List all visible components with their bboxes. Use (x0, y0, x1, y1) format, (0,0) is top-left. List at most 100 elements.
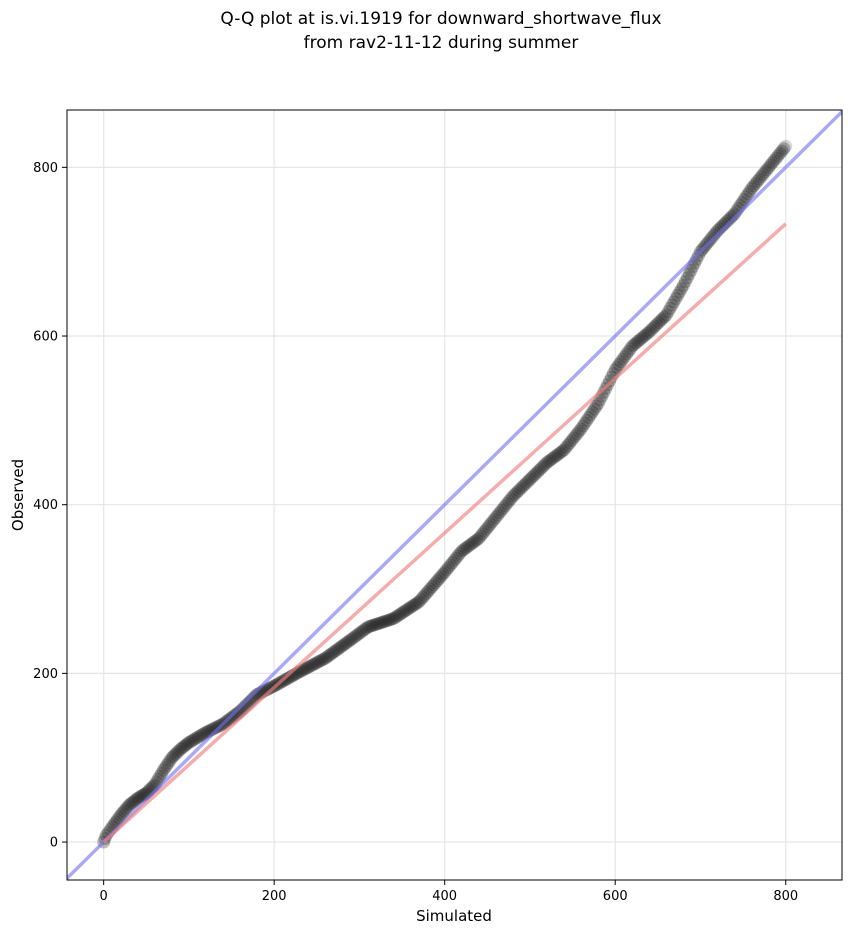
qq-point (504, 492, 518, 506)
qq-point (551, 447, 565, 461)
qq-point (555, 444, 569, 458)
qq-point (532, 463, 546, 477)
qq-point (525, 471, 539, 485)
qq-point (418, 588, 432, 602)
qq-point (762, 160, 776, 174)
qq-point (745, 181, 759, 195)
qq-point (648, 319, 662, 333)
qq-point (208, 721, 222, 735)
qq-point (567, 431, 581, 445)
qq-point (348, 630, 362, 644)
qq-point (447, 553, 461, 567)
qq-point (359, 621, 373, 635)
qq-point (131, 791, 145, 805)
qq-point (298, 662, 312, 676)
qq-point (188, 732, 202, 746)
qq-point (451, 549, 465, 563)
reference-lines (67, 110, 842, 880)
qq-point (387, 612, 401, 626)
qq-point (678, 275, 692, 289)
qq-point (377, 615, 391, 629)
qq-point (338, 637, 352, 651)
qq-point (355, 624, 369, 638)
qq-point (408, 597, 422, 611)
qq-point (669, 292, 683, 306)
qq-point (750, 174, 764, 188)
qq-point (357, 623, 371, 637)
qq-point (129, 793, 143, 807)
qq-point (673, 285, 687, 299)
qq-point (372, 616, 386, 630)
qq-point (508, 487, 522, 501)
qq-point (665, 298, 679, 312)
qq-point (170, 746, 184, 760)
qq-point (684, 263, 698, 277)
qq-point (563, 436, 577, 450)
qq-point (302, 660, 316, 674)
qq-point (317, 652, 331, 666)
qq-point (396, 606, 410, 620)
qq-point (487, 513, 501, 527)
qq-point (158, 761, 172, 775)
qq-point (432, 571, 446, 585)
qq-point (392, 608, 406, 622)
qq-point (132, 790, 146, 804)
qq-point (122, 798, 136, 812)
qq-point (779, 139, 793, 153)
qq-point (421, 584, 435, 598)
qq-point (383, 613, 397, 627)
qq-point (572, 424, 586, 438)
qq-point (263, 681, 277, 695)
qq-point (741, 187, 755, 201)
qq-point (459, 541, 473, 555)
qq-point (682, 267, 696, 281)
qq-point (752, 172, 766, 186)
qq-point (361, 620, 375, 634)
qq-point (570, 426, 584, 440)
qq-point (506, 489, 520, 503)
qq-point (538, 457, 552, 471)
qq-point (180, 737, 194, 751)
qq-point (346, 631, 360, 645)
qq-point (365, 619, 379, 633)
qq-point (635, 331, 649, 345)
qq-point (210, 720, 224, 734)
y-tick-label: 200 (33, 667, 58, 682)
qq-point (410, 596, 424, 610)
qq-point (548, 450, 562, 464)
qq-point (671, 288, 685, 302)
y-tick-label: 0 (50, 836, 58, 851)
qq-point (584, 408, 598, 422)
qq-point (587, 402, 601, 416)
qq-point (309, 656, 323, 670)
qq-point (416, 590, 430, 604)
qq-point (177, 740, 191, 754)
qq-point (580, 413, 594, 427)
qq-point (481, 520, 495, 534)
qq-point (476, 527, 490, 541)
qq-point (568, 429, 582, 443)
qq-point (542, 454, 556, 468)
qq-point (639, 328, 653, 342)
qq-point (370, 617, 384, 631)
qq-point (318, 651, 332, 665)
x-tick-label: 800 (773, 889, 798, 904)
qq-point (621, 344, 635, 358)
qq-point (474, 529, 488, 543)
qq-point (654, 314, 668, 328)
qq-point (388, 610, 402, 624)
qq-point (155, 766, 169, 780)
qq-point (160, 758, 174, 772)
qq-point (771, 149, 785, 163)
qq-point (307, 657, 321, 671)
qq-point (608, 363, 622, 377)
qq-point (656, 312, 670, 326)
qq-point (644, 323, 658, 337)
qq-point (261, 682, 275, 696)
qq-point (576, 419, 590, 433)
qq-point (765, 156, 779, 170)
qq-point (449, 551, 463, 565)
qq-point (329, 643, 343, 657)
qq-point (529, 467, 543, 481)
